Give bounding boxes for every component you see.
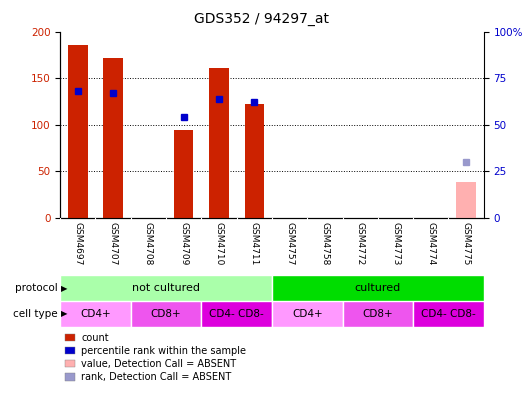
Bar	[272, 275, 484, 301]
Text: CD4- CD8-: CD4- CD8-	[421, 309, 476, 319]
Bar	[104, 58, 123, 218]
Text: ▶: ▶	[61, 309, 67, 318]
Bar	[60, 275, 272, 301]
Text: CD4+: CD4+	[80, 309, 111, 319]
Text: percentile rank within the sample: percentile rank within the sample	[81, 346, 246, 356]
Bar	[209, 68, 229, 218]
Text: protocol: protocol	[15, 283, 58, 293]
Bar	[201, 301, 272, 327]
Text: GSM4758: GSM4758	[321, 223, 329, 266]
Text: cell type: cell type	[13, 309, 58, 319]
Text: GSM4708: GSM4708	[144, 223, 153, 266]
Text: GSM4772: GSM4772	[356, 223, 365, 266]
Text: GSM4757: GSM4757	[285, 223, 294, 266]
Text: not cultured: not cultured	[132, 283, 200, 293]
Bar	[131, 301, 201, 327]
Text: cultured: cultured	[355, 283, 401, 293]
Text: GSM4775: GSM4775	[462, 223, 471, 266]
Text: count: count	[81, 333, 109, 343]
Text: CD8+: CD8+	[151, 309, 181, 319]
Bar	[272, 301, 343, 327]
Text: CD4+: CD4+	[292, 309, 323, 319]
Text: GSM4709: GSM4709	[179, 223, 188, 266]
Bar	[457, 183, 476, 218]
Text: GSM4710: GSM4710	[214, 223, 223, 266]
Bar	[343, 301, 413, 327]
Text: rank, Detection Call = ABSENT: rank, Detection Call = ABSENT	[81, 372, 231, 382]
Text: GSM4774: GSM4774	[426, 223, 435, 266]
Text: CD8+: CD8+	[362, 309, 393, 319]
Bar	[245, 104, 264, 218]
Text: value, Detection Call = ABSENT: value, Detection Call = ABSENT	[81, 359, 236, 369]
Text: GSM4697: GSM4697	[73, 223, 82, 266]
Bar	[174, 130, 194, 218]
Text: GSM4773: GSM4773	[391, 223, 400, 266]
Text: GSM4711: GSM4711	[250, 223, 259, 266]
Text: CD4- CD8-: CD4- CD8-	[209, 309, 264, 319]
Text: ▶: ▶	[61, 284, 67, 293]
Text: GSM4707: GSM4707	[109, 223, 118, 266]
Bar	[413, 301, 484, 327]
Bar	[60, 301, 131, 327]
Text: GDS352 / 94297_at: GDS352 / 94297_at	[194, 12, 329, 26]
Bar	[68, 45, 87, 218]
